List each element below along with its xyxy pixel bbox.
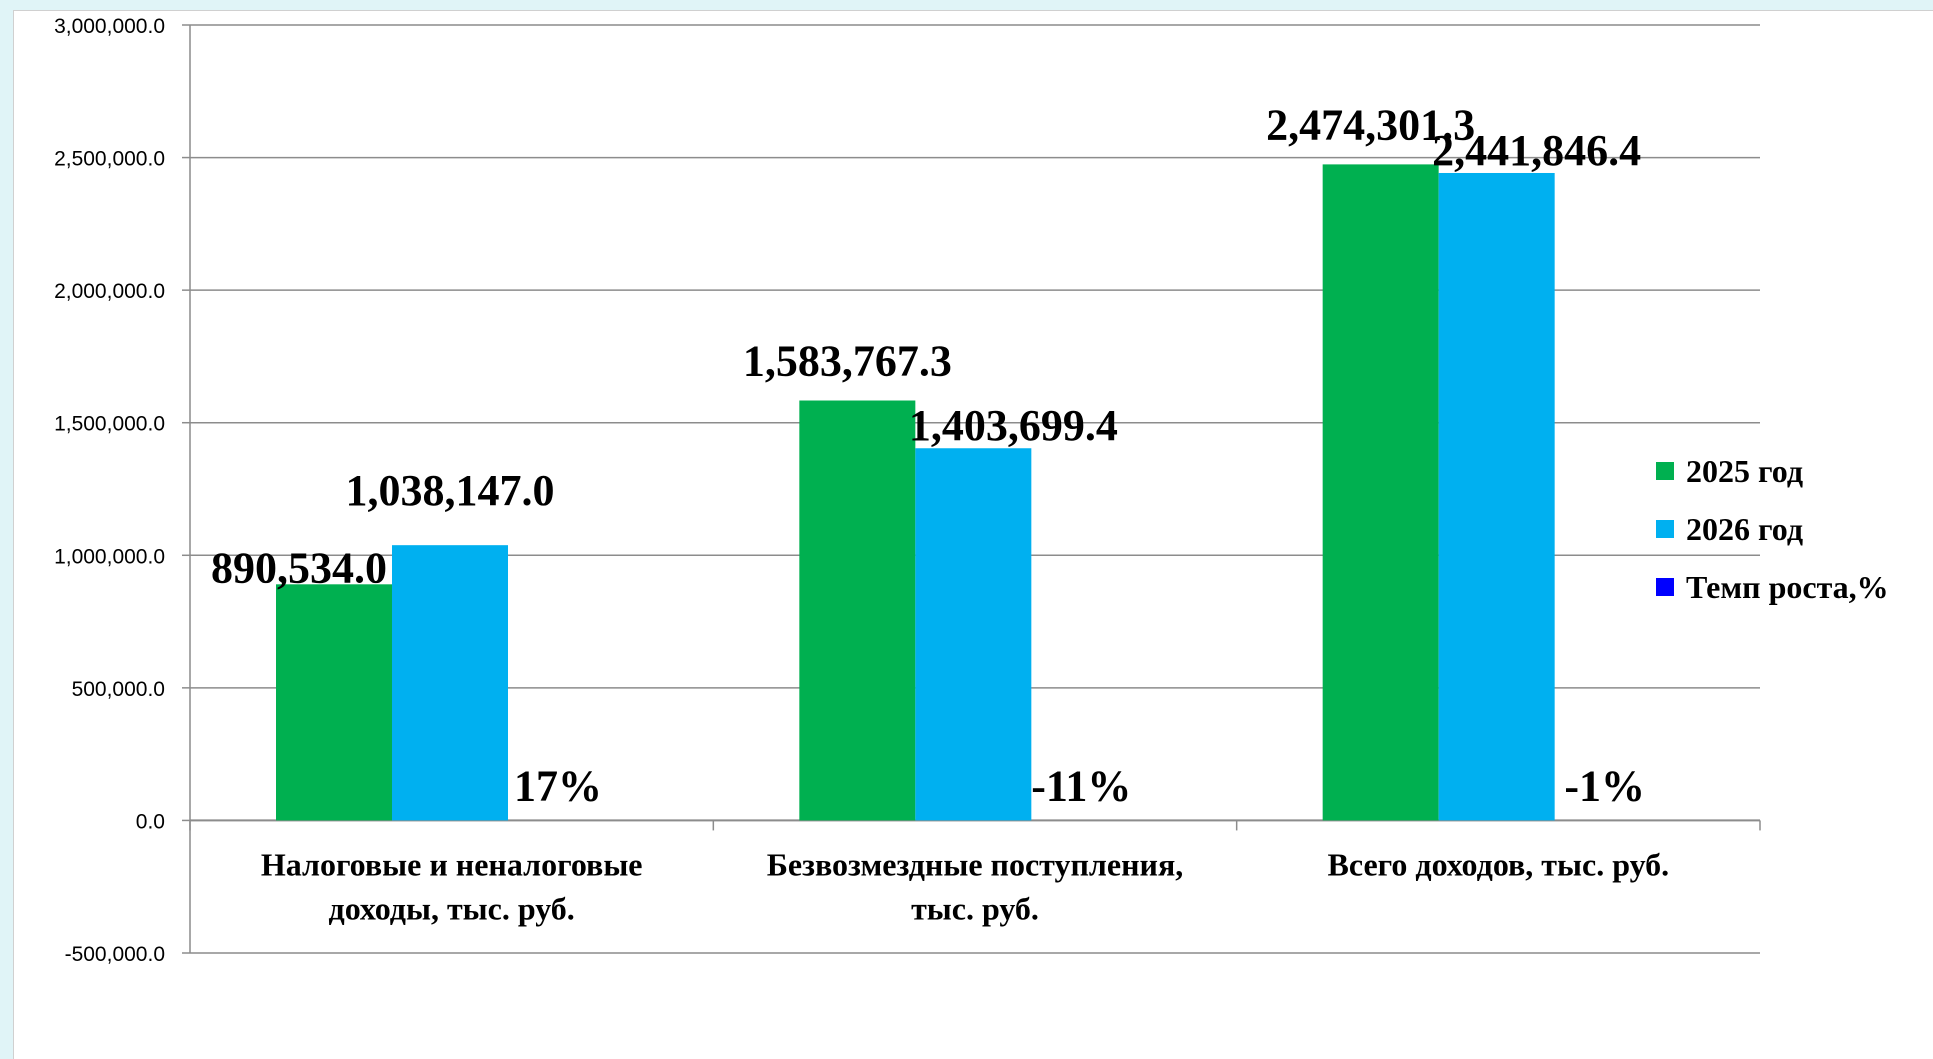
category-label: доходы, тыс. руб.: [329, 890, 575, 926]
legend-label: Темп роста,%: [1686, 569, 1889, 605]
bar-2026: [1438, 172, 1555, 821]
growth-rate-label: -1%: [1564, 761, 1645, 810]
bar-2025: [276, 584, 392, 821]
y-tick-label: -500,000.0: [65, 943, 165, 966]
data-label: 1,038,147.0: [346, 466, 555, 515]
y-tick-label: 1,500,000.0: [54, 413, 165, 436]
y-tick-label: 2,500,000.0: [54, 148, 165, 171]
y-tick-label: 500,000.0: [72, 678, 165, 701]
growth-rate-label: -11%: [1031, 761, 1131, 810]
bar-2026: [392, 545, 508, 821]
data-label: 2,441,846.4: [1432, 126, 1641, 175]
data-label: 1,583,767.3: [743, 337, 952, 386]
legend-label: 2025 год: [1686, 453, 1803, 489]
category-label: Всего доходов, тыс. руб.: [1328, 846, 1670, 882]
y-tick-label: 2,000,000.0: [54, 280, 165, 303]
category-label: Налоговые и неналоговые: [261, 846, 643, 882]
legend-label: 2026 год: [1686, 511, 1803, 547]
y-tick-label: 0.0: [136, 810, 165, 833]
data-label: 1,403,699.4: [909, 401, 1118, 450]
y-tick-label: 1,000,000.0: [54, 545, 165, 568]
y-tick-label: 3,000,000.0: [54, 15, 165, 38]
category-label: Безвозмездные поступления,: [767, 846, 1184, 882]
bar-2025: [799, 400, 916, 821]
category-label: тыс. руб.: [911, 890, 1039, 926]
growth-rate-label: 17%: [514, 761, 602, 810]
legend-swatch: [1656, 462, 1674, 480]
data-label: 2,474,301.3: [1266, 100, 1475, 149]
legend-swatch: [1656, 578, 1674, 596]
legend-swatch: [1656, 520, 1674, 538]
bar-2025: [1322, 164, 1439, 821]
bar-2026: [915, 448, 1032, 821]
data-label: 890,534.0: [211, 543, 387, 592]
